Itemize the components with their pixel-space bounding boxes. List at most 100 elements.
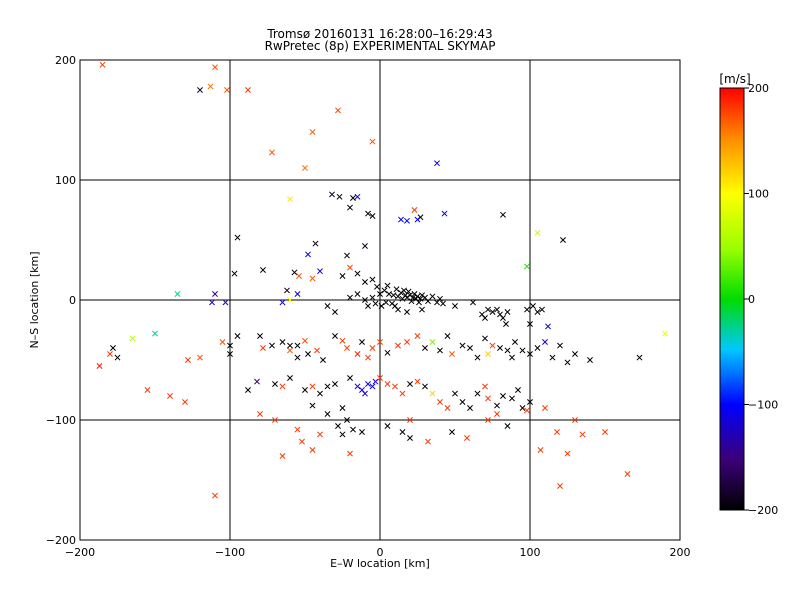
scatter-point: [539, 306, 545, 313]
scatter-point: [429, 293, 436, 300]
scatter-point: [359, 339, 365, 345]
scatter-point: [381, 287, 388, 294]
scatter-point: [636, 354, 643, 361]
scatter-point: [309, 447, 316, 453]
scatter-point: [369, 138, 376, 145]
scatter-point: [344, 417, 350, 423]
scatter-point: [312, 240, 319, 247]
scatter-point: [336, 193, 343, 200]
scatter-point: [437, 399, 443, 405]
scatter-point: [279, 453, 286, 459]
colorbar-tick-label: −200: [748, 504, 778, 517]
scatter-point: [245, 387, 251, 393]
scatter-point: [224, 87, 230, 93]
scatter-point: [362, 297, 368, 303]
scatter-point: [485, 306, 491, 313]
scatter-point: [414, 216, 421, 223]
scatter-point: [411, 207, 418, 213]
scatter-point: [386, 291, 392, 297]
scatter-point: [294, 342, 301, 349]
scatter-point: [185, 357, 191, 363]
scatter-point: [504, 423, 511, 429]
scatter-point: [174, 291, 181, 297]
scatter-point: [354, 351, 361, 357]
scatter-point: [557, 342, 563, 349]
scatter-point: [500, 393, 506, 399]
scatter-point: [107, 351, 113, 357]
scatter-point: [440, 300, 446, 307]
scatter-point: [365, 303, 371, 309]
scatter-point: [494, 306, 500, 313]
scatter-point: [404, 217, 410, 224]
scatter-point: [369, 383, 376, 390]
scatter-point: [560, 237, 566, 243]
scatter-point: [272, 417, 278, 423]
scatter-point: [354, 383, 361, 390]
x-axis-label: E–W location [km]: [330, 557, 430, 570]
scatter-point: [347, 294, 353, 301]
scatter-point: [209, 299, 215, 306]
scatter-point: [602, 429, 608, 435]
scatter-point: [384, 381, 391, 387]
scatter-point: [384, 423, 391, 429]
scatter-point: [254, 378, 260, 385]
scatter-point: [339, 337, 346, 344]
scatter-point: [377, 339, 383, 345]
scatter-point: [429, 339, 436, 345]
colorbar-tick-label: 200: [748, 82, 769, 95]
scatter-point: [350, 426, 356, 433]
scatter-point: [407, 435, 413, 441]
scatter-point: [369, 294, 376, 301]
scatter-point: [519, 347, 526, 354]
scatter-point: [401, 287, 407, 294]
scatter-point: [414, 378, 421, 385]
scatter-point: [369, 276, 376, 283]
scatter-point: [287, 297, 293, 303]
scatter-point: [441, 210, 448, 217]
scatter-points: [96, 61, 668, 499]
scatter-point: [624, 471, 631, 477]
scatter-point: [227, 342, 233, 349]
y-axis-ticks: −200 −100 0 100 200: [46, 54, 86, 547]
scatter-point: [449, 429, 455, 435]
scatter-point: [485, 395, 491, 402]
scatter-point: [347, 204, 353, 211]
scatter-point: [399, 429, 406, 435]
scatter-point: [407, 381, 413, 387]
scatter-point: [384, 282, 391, 289]
scatter-point: [444, 333, 451, 339]
scatter-point: [395, 306, 401, 313]
scatter-point: [99, 61, 106, 68]
scatter-point: [549, 354, 556, 361]
scatter-point: [572, 351, 578, 357]
scatter-point: [534, 309, 541, 315]
scatter-point: [545, 323, 551, 330]
scatter-point: [504, 309, 511, 315]
scatter-point: [299, 438, 305, 445]
scatter-point: [542, 405, 548, 411]
scatter-point: [279, 383, 286, 390]
scatter-point: [534, 229, 541, 236]
scatter-point: [152, 330, 158, 337]
scatter-point: [444, 405, 451, 411]
scatter-point: [317, 390, 323, 397]
chart-title-line1: Tromsø 20160131 16:28:00–16:29:43: [266, 27, 492, 41]
scatter-point: [302, 387, 308, 393]
scatter-point: [509, 395, 515, 402]
scatter-point: [260, 345, 266, 351]
scatter-point: [207, 83, 214, 90]
scatter-point: [96, 363, 103, 369]
scatter-point: [524, 407, 530, 414]
scatter-point: [212, 291, 218, 297]
y-tick-label: 100: [55, 174, 76, 187]
scatter-point: [279, 299, 286, 306]
scatter-point: [369, 213, 376, 219]
scatter-point: [234, 333, 241, 339]
scatter-point: [554, 429, 560, 435]
scatter-point: [287, 347, 293, 354]
scatter-point: [354, 291, 361, 297]
scatter-point: [339, 405, 346, 411]
scatter-point: [287, 342, 293, 349]
scatter-point: [309, 383, 316, 390]
